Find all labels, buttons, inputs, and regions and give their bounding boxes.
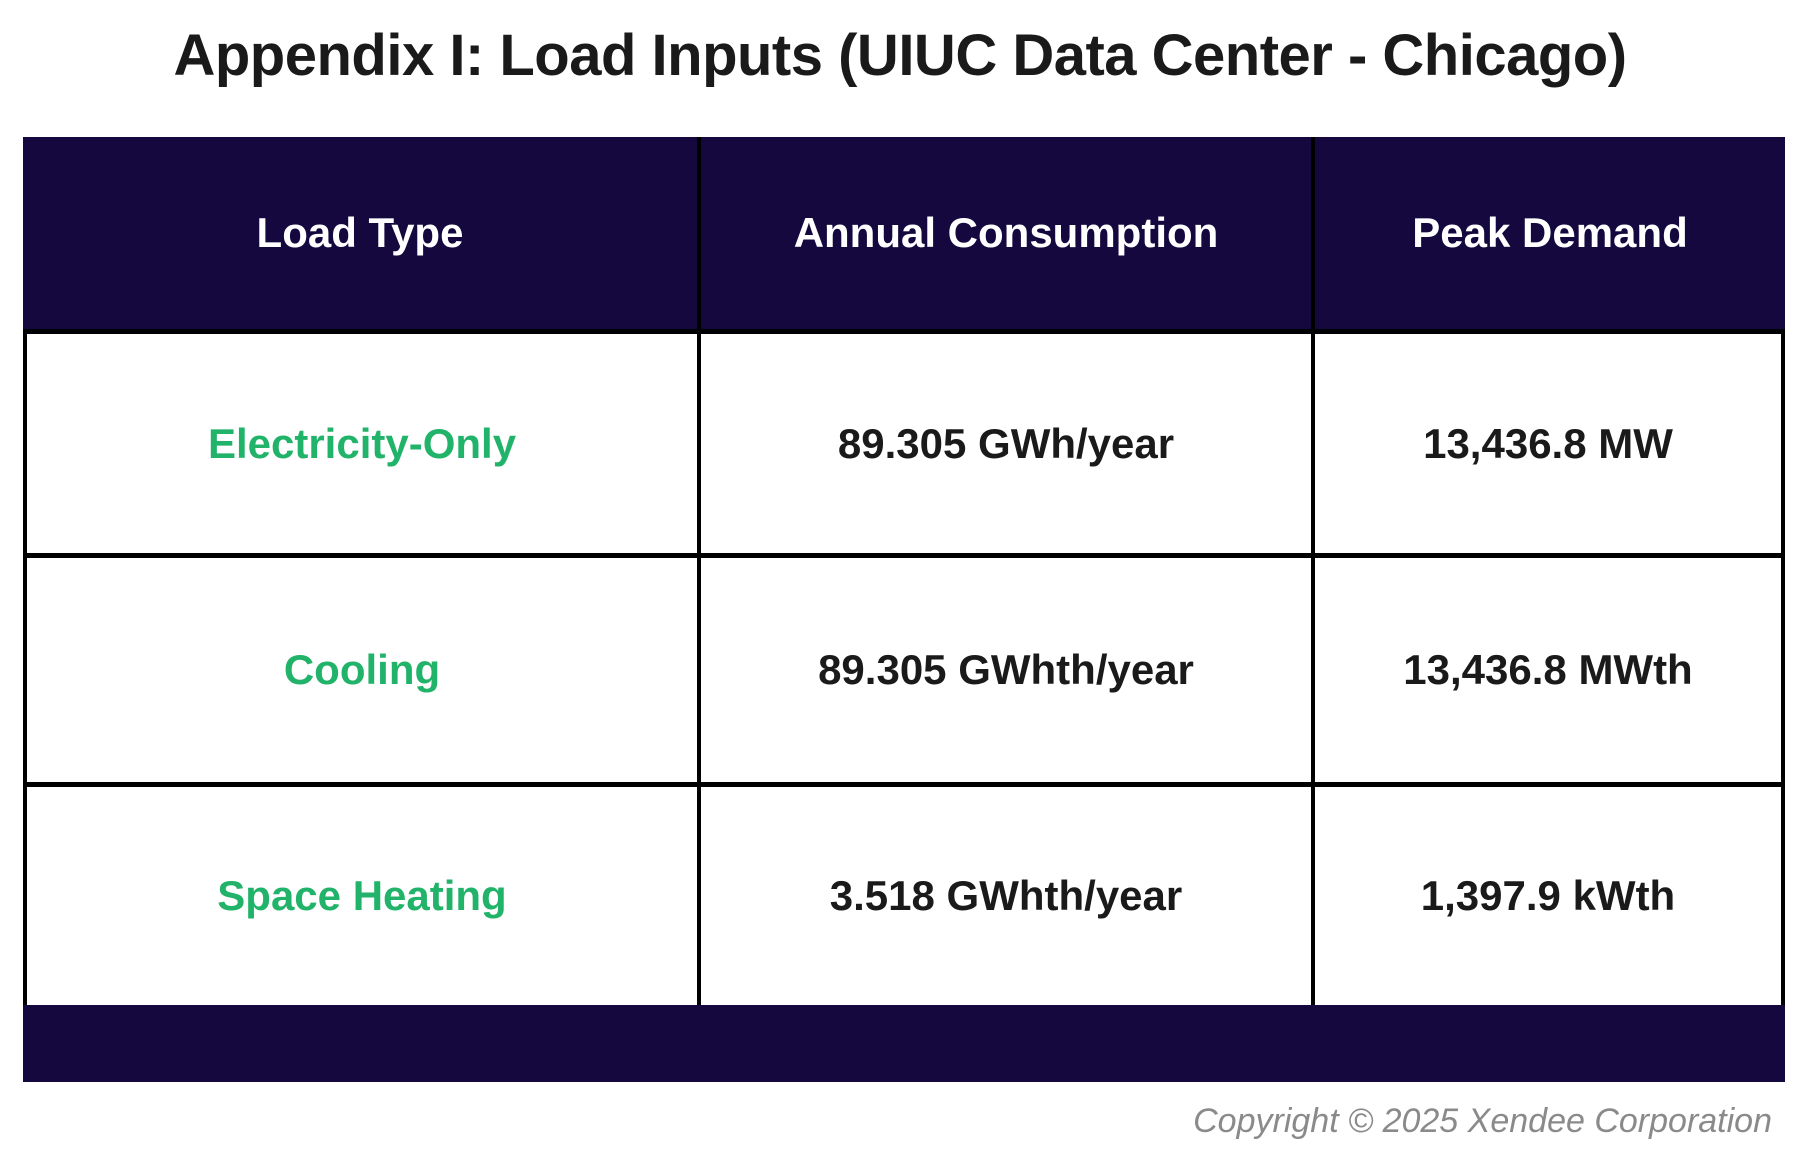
row-space-heating-load-type: Space Heating xyxy=(23,787,697,1005)
header-peak-demand: Peak Demand xyxy=(1311,137,1785,334)
header-load-type: Load Type xyxy=(23,137,697,334)
row-space-heating-peak-demand: 1,397.9 kWth xyxy=(1311,787,1785,1005)
row-cooling-annual-consumption: 89.305 GWhth/year xyxy=(697,558,1311,787)
page-title: Appendix I: Load Inputs (UIUC Data Cente… xyxy=(173,23,1627,88)
row-cooling-peak-demand: 13,436.8 MWth xyxy=(1311,558,1785,787)
row-electricity-peak-demand: 13,436.8 MW xyxy=(1311,334,1785,558)
row-cooling-load-type: Cooling xyxy=(23,558,697,787)
row-electricity-annual-consumption: 89.305 GWh/year xyxy=(697,334,1311,558)
row-electricity-load-type: Electricity-Only xyxy=(23,334,697,558)
copyright-notice: Copyright © 2025 Xendee Corporation xyxy=(1193,1102,1772,1140)
row-space-heating-annual-consumption: 3.518 GWhth/year xyxy=(697,787,1311,1005)
load-inputs-table: Load Type Annual Consumption Peak Demand… xyxy=(23,137,1785,1082)
table-grid: Load Type Annual Consumption Peak Demand… xyxy=(23,137,1785,1005)
header-annual-consumption: Annual Consumption xyxy=(697,137,1311,334)
